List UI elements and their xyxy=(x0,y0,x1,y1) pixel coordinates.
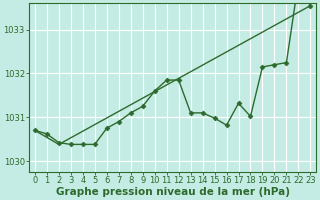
X-axis label: Graphe pression niveau de la mer (hPa): Graphe pression niveau de la mer (hPa) xyxy=(56,187,290,197)
